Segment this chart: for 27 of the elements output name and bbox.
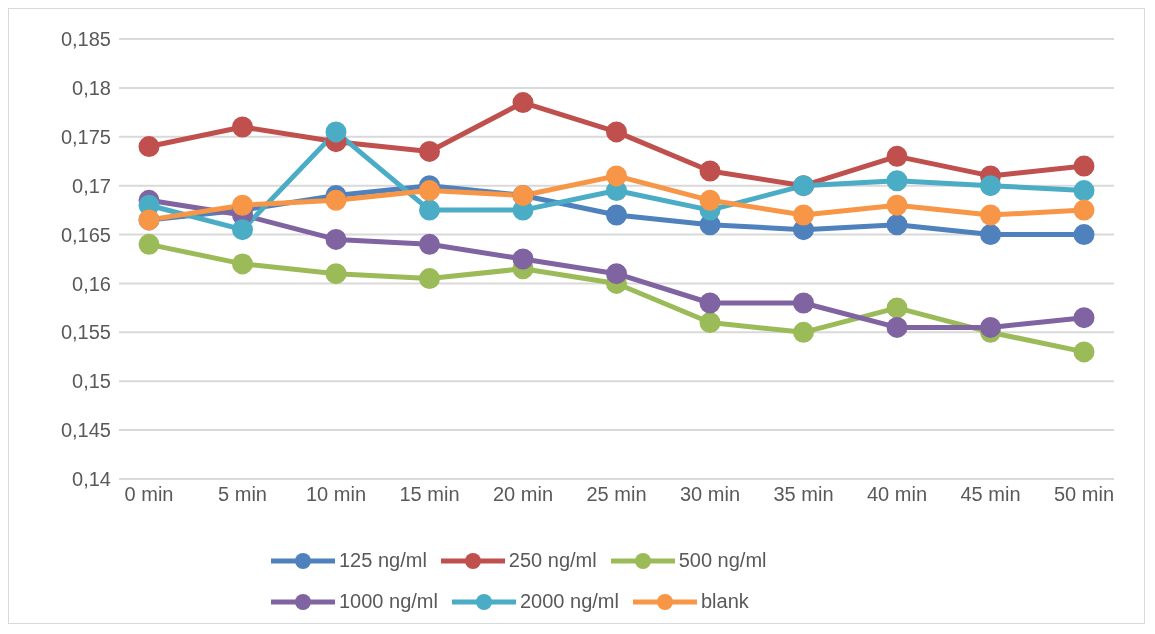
y-tick-label: 0,14 — [72, 468, 111, 491]
legend-label: blank — [700, 590, 749, 613]
y-tick-label: 0,15 — [72, 370, 111, 393]
y-tick-label: 0,18 — [72, 76, 111, 99]
legend-label: 125 ng/ml — [339, 549, 427, 572]
x-tick-label: 10 min — [305, 483, 367, 506]
y-tick-label: 0,155 — [60, 321, 111, 344]
x-tick-label: 35 min — [773, 483, 834, 506]
x-tick-label: 15 min — [399, 483, 460, 506]
y-tick-label: 0,16 — [72, 272, 111, 295]
legend-label: 250 ng/ml — [508, 549, 597, 572]
x-tick-label: 20 min — [492, 483, 554, 506]
x-tick-label: 0 min — [124, 483, 174, 506]
x-tick-label: 30 min — [679, 483, 741, 506]
y-tick-label: 0,165 — [60, 223, 111, 246]
x-tick-label: 25 min — [586, 483, 647, 506]
x-tick-label: 40 min — [866, 483, 928, 506]
x-tick-label: 5 min — [218, 483, 267, 506]
x-tick-label: 45 min — [960, 483, 1021, 506]
y-tick-label: 0,145 — [60, 419, 111, 442]
x-tick-label: 50 min — [1053, 483, 1115, 506]
legend-label: 500 ng/ml — [678, 549, 767, 572]
legend-label: 1000 ng/ml — [339, 590, 438, 613]
y-tick-label: 0,185 — [60, 28, 111, 51]
y-tick-label: 0,17 — [72, 174, 111, 197]
y-tick-label: 0,175 — [60, 125, 111, 148]
legend-label: 2000 ng/ml — [519, 590, 619, 613]
